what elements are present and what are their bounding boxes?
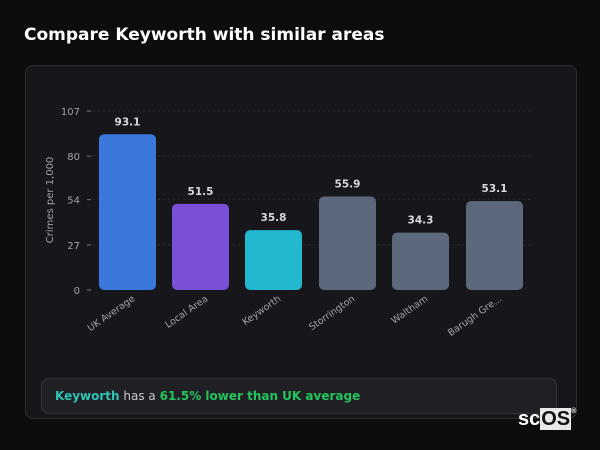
- comparison-banner: Keyworth has a 61.5% lower than UK avera…: [41, 378, 557, 414]
- data-label: 93.1: [115, 116, 141, 128]
- scos-logo: scOS®: [518, 408, 577, 430]
- x-tick-label: UK Average: [86, 293, 138, 334]
- data-label: 35.8: [261, 212, 287, 224]
- x-tick-label: Local Area: [163, 293, 210, 330]
- x-tick-label: Barugh Gre...: [446, 293, 504, 338]
- x-tick-label: Waltham: [389, 293, 430, 326]
- area-name: Keyworth: [55, 389, 120, 403]
- y-tick-label: 27: [67, 241, 80, 252]
- bar: [466, 201, 523, 290]
- data-label: 53.1: [482, 183, 508, 195]
- banner-text: has a: [119, 389, 160, 403]
- comparison-value: 61.5% lower than UK average: [159, 389, 361, 403]
- y-tick-label: 0: [74, 286, 80, 297]
- x-tick-label: Keyworth: [240, 293, 283, 328]
- page-title: Compare Keyworth with similar areas: [24, 25, 385, 45]
- y-tick-label: 80: [67, 152, 80, 163]
- y-tick-label: 54: [67, 196, 80, 207]
- x-tick-label: Storrington: [307, 293, 357, 333]
- data-label: 34.3: [408, 215, 434, 227]
- bar: [392, 232, 449, 290]
- data-label: 51.5: [188, 186, 214, 198]
- bar: [99, 134, 156, 290]
- bar: [319, 196, 376, 290]
- data-label: 55.9: [335, 178, 361, 190]
- y-tick-label: 107: [61, 107, 80, 118]
- bar: [245, 230, 302, 290]
- bar: [172, 203, 229, 290]
- y-axis-label: Crimes per 1,000: [45, 157, 56, 244]
